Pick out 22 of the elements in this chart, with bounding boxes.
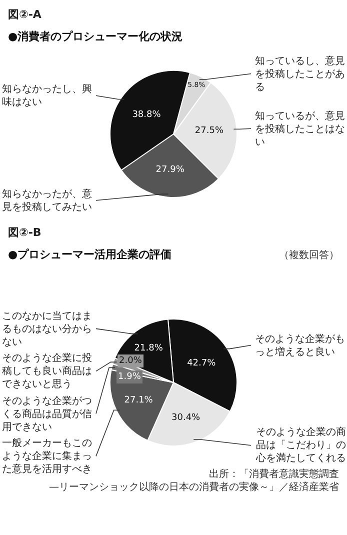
data-label: 27.5%	[194, 126, 224, 136]
slice-label: そのような企業がもっと増えると良い	[255, 333, 345, 358]
slice-label: 知らなかったが、意見を投稿してみたい	[2, 188, 92, 213]
slice-label: 知らなかったし、興味はない	[2, 83, 92, 108]
chart-title: ●消費者のプロシューマー化の状況	[8, 30, 183, 43]
data-label: 27.1%	[124, 395, 154, 406]
slice-label: このなかに当てはまるものはない分からない	[2, 310, 92, 348]
data-label: 42.7%	[187, 358, 216, 369]
text: （複数回答）	[279, 249, 339, 261]
slice-label: そのような企業がつくる商品は品質が信用できない	[2, 395, 92, 433]
chart-title: ●プロシューマー活用企業の評価	[8, 248, 172, 261]
chart-subtitle: 図②-A	[8, 8, 42, 21]
chart-subtitle: 図②-B	[8, 226, 42, 239]
data-label: 30.4%	[172, 412, 201, 423]
data-label: 27.9%	[156, 164, 185, 175]
slice-label: 知っているが、意見を投稿したことはない	[255, 110, 345, 148]
slice-label: 一般メーカーもこのような企業に集まった意見を活用すべき	[2, 438, 92, 475]
slice-label: 知っているし、意見を投稿したことがある	[255, 55, 345, 93]
data-label: 38.8%	[132, 110, 162, 120]
slice-label: そのような企業に投稿しても良い商品はできないと思う	[2, 352, 92, 390]
data-label: 21.8%	[134, 344, 164, 354]
slice-label: そのような企業の商品は「こだわり」の心を満たしてくれる	[255, 426, 346, 464]
